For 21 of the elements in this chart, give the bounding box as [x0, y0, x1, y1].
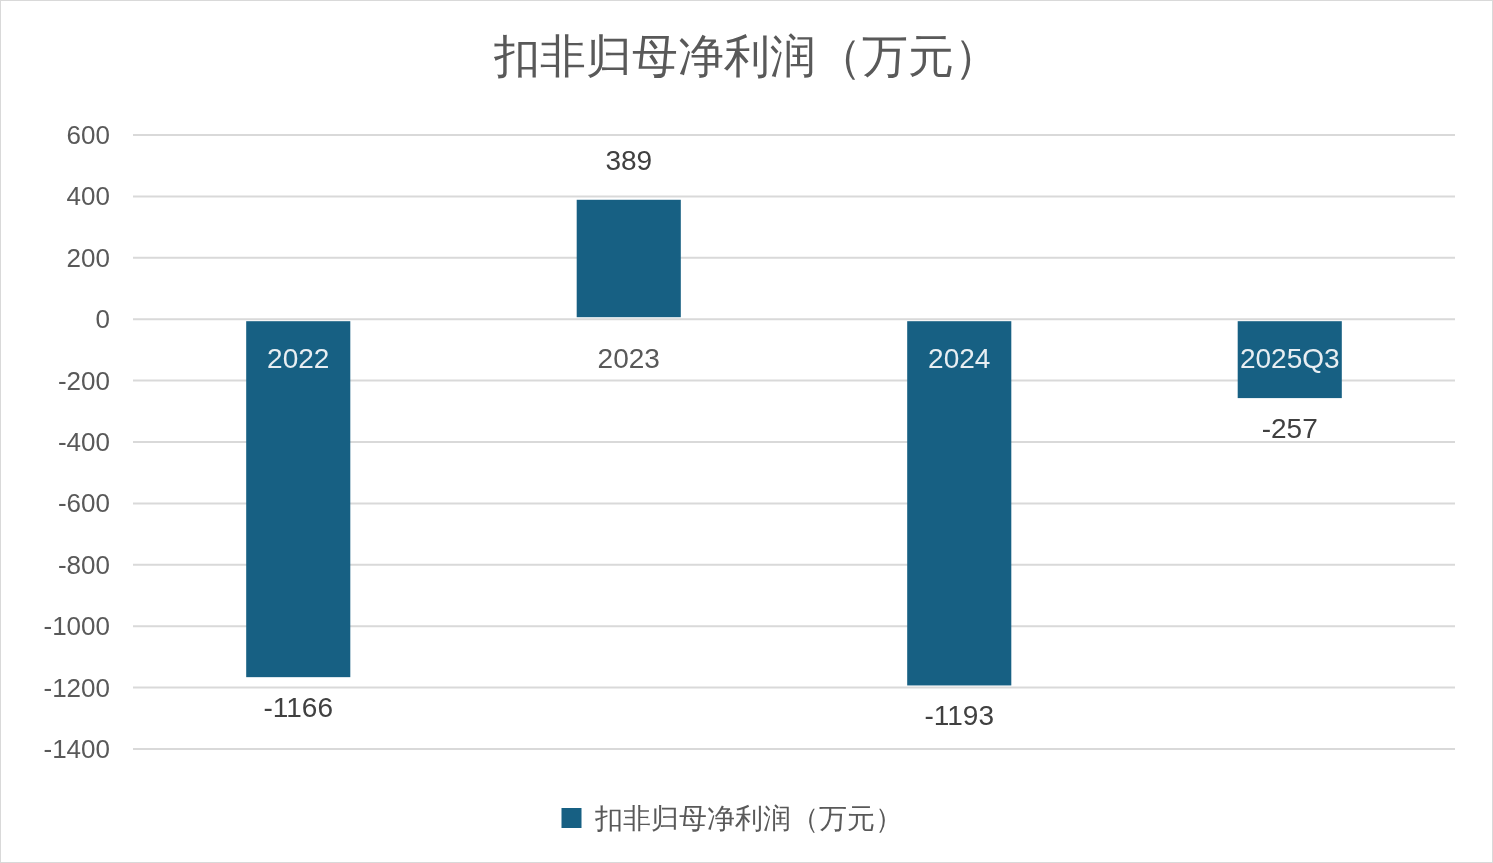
y-tick-label: -1400 — [43, 734, 110, 764]
y-tick-label: -600 — [57, 488, 110, 519]
x-tick-label: 2022 — [267, 343, 330, 375]
y-tick-label: 200 — [66, 242, 110, 273]
y-tick-label: -800 — [57, 549, 110, 580]
data-label: -1193 — [924, 700, 995, 732]
legend-label: 扣非归母净利润（万元） — [593, 803, 903, 834]
data-label: -257 — [1261, 413, 1318, 445]
x-tick-label: 2023 — [597, 343, 660, 375]
chart-title: 扣非归母净利润（万元） — [492, 30, 1000, 82]
data-label: 389 — [605, 144, 653, 176]
x-tick-label: 2024 — [928, 343, 991, 375]
y-tick-label: -1000 — [43, 611, 110, 642]
y-tick-label: -400 — [57, 427, 110, 457]
y-tick-label: -200 — [57, 365, 110, 396]
y-tick-label: -1200 — [43, 672, 110, 703]
data-label: -1166 — [263, 692, 334, 724]
y-tick-label: 600 — [66, 120, 110, 150]
x-tick-label: 2025Q3 — [1239, 343, 1340, 375]
y-tick-label: 0 — [95, 304, 110, 335]
y-tick-label: 400 — [66, 181, 110, 212]
